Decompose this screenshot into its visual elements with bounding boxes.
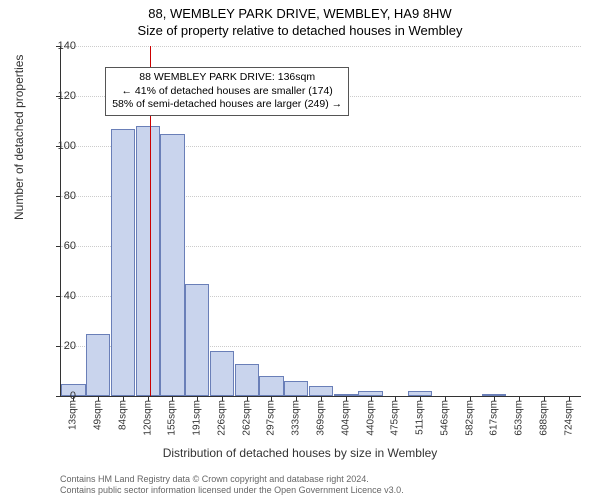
annotation-line: 58% of semi-detached houses are larger (… (112, 98, 342, 112)
xtick-label: 404sqm (340, 400, 351, 436)
x-axis-label: Distribution of detached houses by size … (0, 446, 600, 460)
xtick-label: 297sqm (266, 400, 277, 436)
ytick-label: 40 (36, 290, 76, 302)
histogram-bar (111, 129, 135, 397)
xtick-label: 84sqm (117, 400, 128, 430)
chart-title-address: 88, WEMBLEY PARK DRIVE, WEMBLEY, HA9 8HW (0, 0, 600, 21)
plot-area: 13sqm49sqm84sqm120sqm155sqm191sqm226sqm2… (60, 46, 580, 396)
histogram-bar (284, 381, 308, 396)
xtick-label: 13sqm (68, 400, 79, 430)
xtick-label: 49sqm (93, 400, 104, 430)
xtick-label: 653sqm (514, 400, 525, 436)
ytick-label: 140 (36, 40, 76, 52)
y-axis-label: Number of detached properties (12, 55, 26, 220)
xtick-label: 369sqm (316, 400, 327, 436)
histogram-bar (235, 364, 259, 397)
histogram-bar (136, 126, 160, 396)
ytick-label: 120 (36, 90, 76, 102)
ytick-label: 100 (36, 140, 76, 152)
histogram-bar (210, 351, 234, 396)
footer-line1: Contains HM Land Registry data © Crown c… (60, 474, 404, 485)
xtick-label: 688sqm (538, 400, 549, 436)
histogram-bar (160, 134, 184, 397)
xtick-label: 511sqm (415, 400, 426, 435)
xtick-label: 333sqm (291, 400, 302, 436)
xtick-label: 582sqm (464, 400, 475, 436)
xtick-label: 546sqm (439, 400, 450, 436)
histogram-bar (309, 386, 333, 396)
plot-frame: 13sqm49sqm84sqm120sqm155sqm191sqm226sqm2… (60, 46, 581, 397)
histogram-bar (259, 376, 283, 396)
ytick-label: 0 (36, 390, 76, 402)
histogram-bar (86, 334, 110, 397)
xtick-label: 724sqm (563, 400, 574, 436)
footer-line2: Contains public sector information licen… (60, 485, 404, 496)
xtick-label: 120sqm (142, 400, 153, 436)
xtick-label: 226sqm (216, 400, 227, 436)
gridline (61, 46, 581, 47)
xtick-label: 191sqm (192, 400, 203, 436)
annotation-line: ← 41% of detached houses are smaller (17… (112, 85, 342, 99)
annotation-line: 88 WEMBLEY PARK DRIVE: 136sqm (112, 71, 342, 85)
xtick-label: 475sqm (390, 400, 401, 436)
histogram-bar (185, 284, 209, 397)
xtick-label: 617sqm (489, 400, 500, 436)
chart-title-description: Size of property relative to detached ho… (0, 21, 600, 38)
xtick-label: 155sqm (167, 400, 178, 436)
ytick-label: 80 (36, 190, 76, 202)
ytick-label: 60 (36, 240, 76, 252)
ytick-label: 20 (36, 340, 76, 352)
chart-container: 88, WEMBLEY PARK DRIVE, WEMBLEY, HA9 8HW… (0, 0, 600, 500)
annotation-box: 88 WEMBLEY PARK DRIVE: 136sqm← 41% of de… (105, 67, 349, 116)
footer-attribution: Contains HM Land Registry data © Crown c… (60, 474, 404, 496)
xtick-label: 262sqm (241, 400, 252, 436)
xtick-label: 440sqm (365, 400, 376, 436)
